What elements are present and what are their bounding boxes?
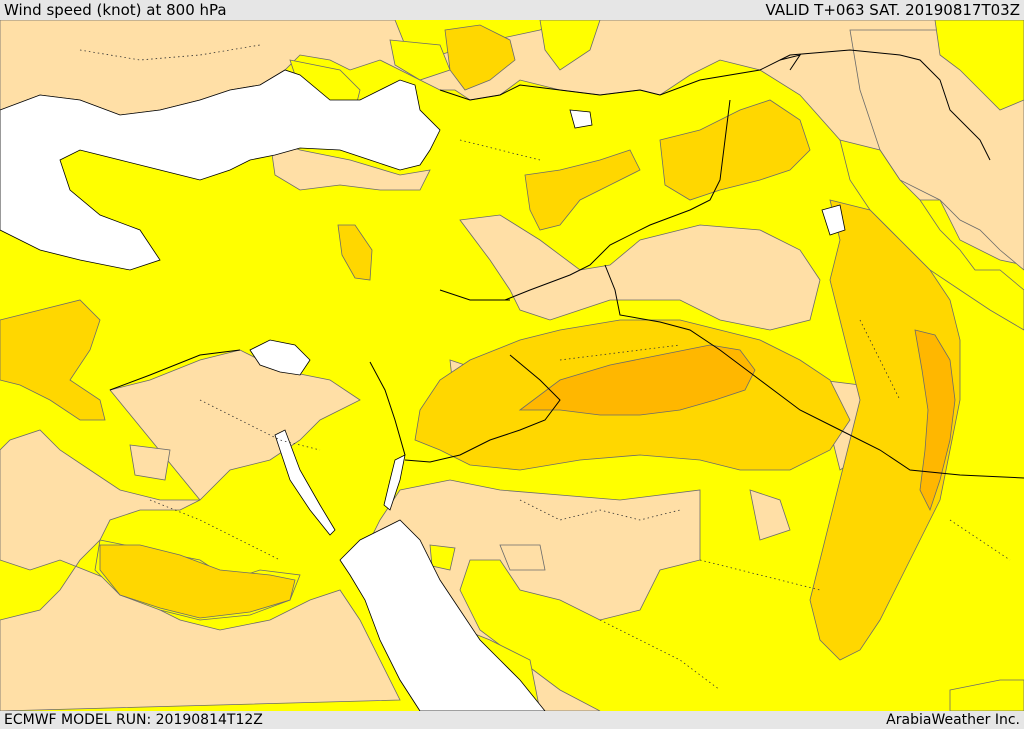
- sea: [0, 69, 846, 711]
- speed-band-max: [518, 329, 956, 512]
- country-borders: [109, 49, 1024, 479]
- credit: ArabiaWeather Inc.: [886, 712, 1020, 728]
- valid-time: VALID T+063 SAT. 20190817T03Z: [765, 1, 1020, 19]
- map-title: Wind speed (knot) at 800 hPa: [4, 1, 227, 19]
- province-borders: [79, 44, 1011, 691]
- model-run: ECMWF MODEL RUN: 20190814T12Z: [4, 712, 263, 728]
- footer-bar: ECMWF MODEL RUN: 20190814T12Z ArabiaWeat…: [0, 711, 1024, 729]
- wind-speed-map[interactable]: [0, 20, 1024, 711]
- header-bar: Wind speed (knot) at 800 hPa VALID T+063…: [0, 0, 1024, 20]
